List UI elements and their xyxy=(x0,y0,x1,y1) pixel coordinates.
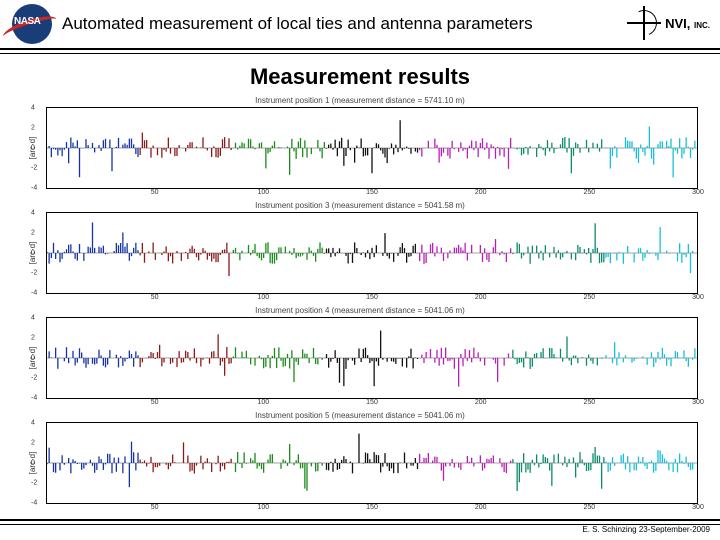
x-tick: 250 xyxy=(583,399,595,406)
x-tick: 200 xyxy=(475,294,487,301)
footer-text: E. S. Schinzing 23-September-2009 xyxy=(0,524,720,534)
nvi-sub: INC. xyxy=(694,21,710,30)
plot-area: [arc·d]-4-2024 xyxy=(46,212,698,294)
y-tick: -2 xyxy=(31,270,37,277)
x-tick: 300 xyxy=(692,504,704,511)
x-tick: 250 xyxy=(583,294,595,301)
y-tick: -4 xyxy=(31,500,37,507)
y-tick: 0 xyxy=(31,460,35,467)
x-tick-row: 50100150200250300 xyxy=(46,189,698,199)
y-tick: 0 xyxy=(31,250,35,257)
x-tick: 150 xyxy=(366,504,378,511)
x-tick: 200 xyxy=(475,189,487,196)
plots-container: Instrument position 1 (measurement dista… xyxy=(0,96,720,514)
x-tick: 50 xyxy=(151,504,159,511)
y-tick: -4 xyxy=(31,290,37,297)
y-tick: -4 xyxy=(31,185,37,192)
x-tick: 200 xyxy=(475,504,487,511)
plot-panel: Instrument position 4 (measurement dista… xyxy=(18,306,702,409)
x-tick: 300 xyxy=(692,294,704,301)
x-tick: 100 xyxy=(257,189,269,196)
y-tick: 4 xyxy=(31,420,35,427)
plot-title: Instrument position 5 (measurement dista… xyxy=(18,411,702,421)
y-tick: 2 xyxy=(31,440,35,447)
x-tick: 150 xyxy=(366,189,378,196)
x-tick: 250 xyxy=(583,504,595,511)
footer: E. S. Schinzing 23-September-2009 xyxy=(0,519,720,534)
x-tick-row: 50100150200250300 xyxy=(46,399,698,409)
y-tick: 2 xyxy=(31,230,35,237)
x-tick: 100 xyxy=(257,504,269,511)
x-tick: 100 xyxy=(257,399,269,406)
y-tick: -2 xyxy=(31,165,37,172)
plot-panel: Instrument position 1 (measurement dista… xyxy=(18,96,702,199)
nasa-text: NASA xyxy=(14,16,40,27)
x-tick: 100 xyxy=(257,294,269,301)
x-tick: 150 xyxy=(366,399,378,406)
y-tick: 2 xyxy=(31,335,35,342)
bars-svg xyxy=(47,108,697,188)
plot-title: Instrument position 3 (measurement dista… xyxy=(18,201,702,211)
x-tick: 150 xyxy=(366,294,378,301)
plot-panel: Instrument position 5 (measurement dista… xyxy=(18,411,702,514)
header: NASA Automated measurement of local ties… xyxy=(0,0,720,50)
y-tick: 2 xyxy=(31,125,35,132)
x-tick: 300 xyxy=(692,189,704,196)
x-tick: 200 xyxy=(475,399,487,406)
x-tick: 50 xyxy=(151,399,159,406)
bars-svg xyxy=(47,213,697,293)
y-tick: 0 xyxy=(31,145,35,152)
x-tick: 50 xyxy=(151,189,159,196)
y-tick: 4 xyxy=(31,210,35,217)
x-tick-row: 50100150200250300 xyxy=(46,294,698,304)
y-tick: -2 xyxy=(31,375,37,382)
bars-svg xyxy=(47,423,697,503)
page-title: Automated measurement of local ties and … xyxy=(62,14,533,34)
x-tick: 250 xyxy=(583,189,595,196)
section-title: Measurement results xyxy=(0,64,720,90)
x-tick: 300 xyxy=(692,399,704,406)
nasa-logo: NASA xyxy=(8,4,56,44)
x-tick-row: 50100150200250300 xyxy=(46,504,698,514)
y-tick: 4 xyxy=(31,105,35,112)
star-icon xyxy=(627,6,661,40)
y-tick: -2 xyxy=(31,480,37,487)
plot-area: [arc·d]-4-2024 xyxy=(46,107,698,189)
x-tick: 50 xyxy=(151,294,159,301)
y-tick: -4 xyxy=(31,395,37,402)
y-tick: 4 xyxy=(31,315,35,322)
plot-panel: Instrument position 3 (measurement dista… xyxy=(18,201,702,304)
plot-area: [arc·d]-4-2024 xyxy=(46,317,698,399)
nvi-label: NVI, xyxy=(665,16,690,31)
plot-title: Instrument position 1 (measurement dista… xyxy=(18,96,702,106)
plot-title: Instrument position 4 (measurement dista… xyxy=(18,306,702,316)
nvi-logo: NVI, INC. xyxy=(627,6,710,40)
y-tick: 0 xyxy=(31,355,35,362)
bars-svg xyxy=(47,318,697,398)
plot-area: [arc·d]-4-2024 xyxy=(46,422,698,504)
